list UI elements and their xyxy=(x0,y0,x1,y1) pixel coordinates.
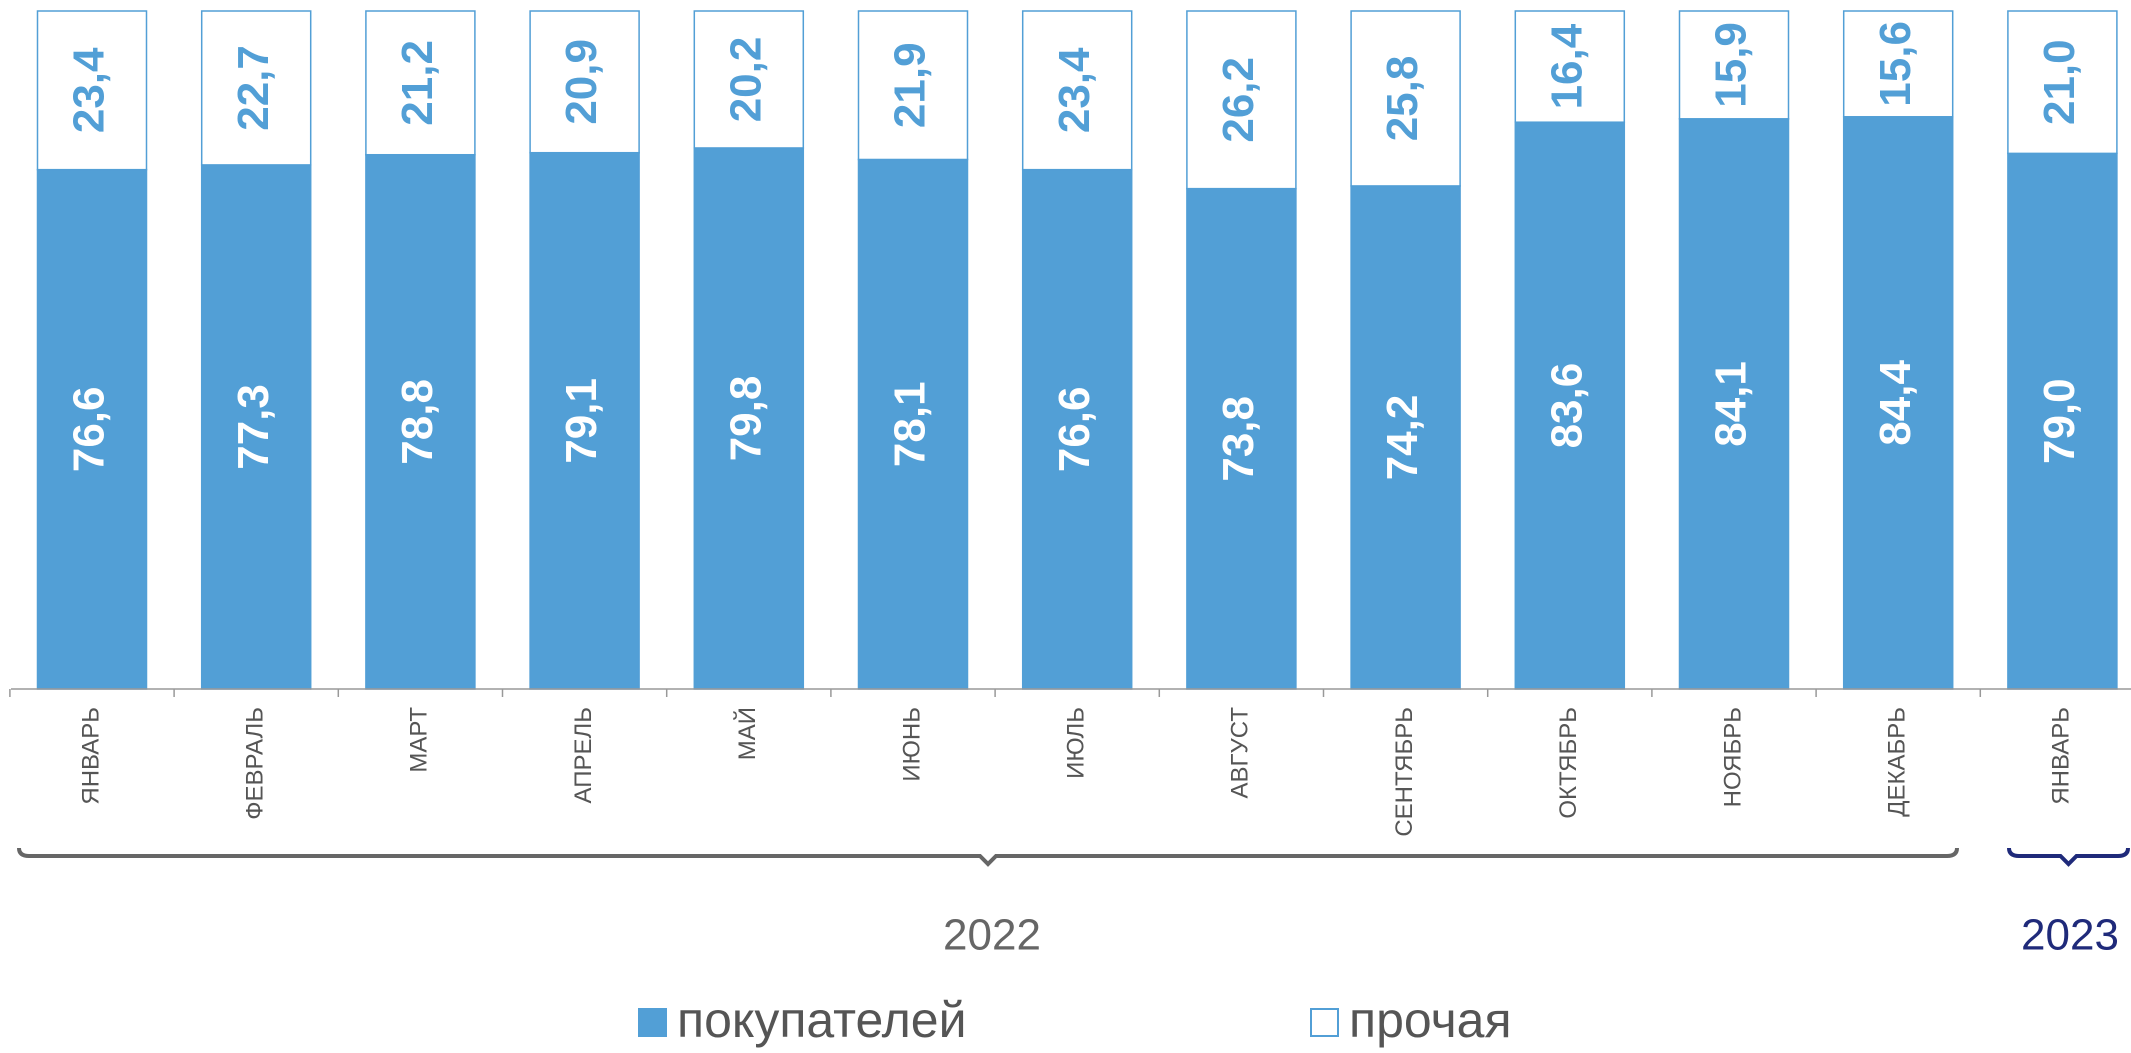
value-label: 78,1 xyxy=(886,381,935,467)
bar-segment xyxy=(529,10,640,154)
value-label: 74,2 xyxy=(1378,395,1427,481)
value-label: 20,9 xyxy=(557,39,606,125)
x-tick-label: МАРТ xyxy=(406,707,433,773)
value-label: 79,0 xyxy=(2035,378,2084,464)
x-tick-label: ОКТЯБРЬ xyxy=(1555,707,1582,819)
value-label: 23,4 xyxy=(1050,47,1099,133)
x-tick-label: ИЮНЬ xyxy=(898,707,925,782)
bar-segment xyxy=(1021,10,1133,171)
bar-segment xyxy=(1678,118,1790,690)
x-tick-label: АПРЕЛЬ xyxy=(570,707,597,804)
legend-swatch xyxy=(1310,1008,1339,1037)
bar-segment xyxy=(1678,10,1790,120)
legend-label: покупателей xyxy=(677,992,967,1048)
value-label: 78,8 xyxy=(393,379,442,465)
value-label: 25,8 xyxy=(1378,56,1427,142)
value-label: 77,3 xyxy=(229,384,278,470)
legend-label: прочая xyxy=(1349,992,1512,1048)
value-label: 15,6 xyxy=(1871,21,1920,107)
bar-segment xyxy=(1021,168,1133,690)
bar-segment xyxy=(529,151,640,690)
bar-segment xyxy=(2007,10,2118,155)
brace-2023 xyxy=(2007,847,2130,867)
bar-segment xyxy=(1186,187,1297,690)
value-label: 76,6 xyxy=(1050,387,1099,473)
bar-segment xyxy=(36,10,148,171)
value-label: 83,6 xyxy=(1542,363,1591,449)
x-tick-label: ФЕВРАЛЬ xyxy=(242,707,269,820)
bar-segment xyxy=(1514,10,1626,123)
bar-segment xyxy=(1514,121,1626,690)
value-label: 26,2 xyxy=(1214,57,1263,143)
x-tick-label: НОЯБРЬ xyxy=(1719,707,1746,807)
bar-segment xyxy=(693,10,805,149)
value-label: 21,9 xyxy=(886,42,935,128)
value-label: 16,4 xyxy=(1542,23,1591,109)
bar-segment xyxy=(365,153,476,690)
brace-2022 xyxy=(17,847,1959,867)
value-label: 20,2 xyxy=(721,37,770,123)
legend-swatch xyxy=(638,1008,667,1037)
x-tick-label: ИЮЛЬ xyxy=(1063,707,1090,779)
bar-segment xyxy=(1350,185,1461,690)
x-tick-label: СЕНТЯБРЬ xyxy=(1391,707,1418,837)
x-tick-label: ДЕКАБРЬ xyxy=(1884,707,1911,817)
bar-segment xyxy=(1186,10,1297,190)
x-tick-label: АВГУСТ xyxy=(1227,707,1254,799)
x-tick-label: ЯНВАРЬ xyxy=(2048,707,2075,805)
bar-segment xyxy=(365,10,476,156)
bar-segment xyxy=(1842,10,1954,118)
value-label: 21,2 xyxy=(393,40,442,126)
value-label: 22,7 xyxy=(229,45,278,131)
bar-segment xyxy=(693,147,805,690)
value-label: 76,6 xyxy=(65,387,114,473)
bar-segment xyxy=(2007,152,2118,690)
bar-segment xyxy=(36,168,148,690)
value-label: 84,4 xyxy=(1871,360,1920,446)
x-tick-label: МАЙ xyxy=(733,707,761,760)
value-label: 15,9 xyxy=(1707,22,1756,108)
x-tick-label: ЯНВАРЬ xyxy=(77,707,104,805)
value-label: 21,0 xyxy=(2035,39,2084,125)
value-label: 73,8 xyxy=(1214,396,1263,482)
value-label: 79,8 xyxy=(721,376,770,462)
bar-segment xyxy=(857,10,969,161)
value-label: 84,1 xyxy=(1707,361,1756,447)
year-label: 2022 xyxy=(943,911,1041,960)
value-label: 79,1 xyxy=(557,378,606,464)
bar-segment xyxy=(857,158,969,690)
bar-segment xyxy=(1350,10,1461,187)
bar-segment xyxy=(1842,116,1954,690)
bar-segment xyxy=(200,10,312,166)
year-label: 2023 xyxy=(2021,911,2119,960)
value-label: 23,4 xyxy=(65,47,114,133)
